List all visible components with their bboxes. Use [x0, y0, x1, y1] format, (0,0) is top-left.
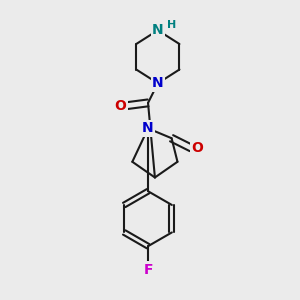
- Text: N: N: [142, 122, 154, 135]
- Text: N: N: [152, 23, 164, 37]
- Text: O: O: [191, 141, 203, 155]
- Text: F: F: [143, 263, 153, 277]
- Text: O: O: [115, 99, 127, 113]
- Text: H: H: [167, 20, 176, 30]
- Text: N: N: [152, 76, 164, 90]
